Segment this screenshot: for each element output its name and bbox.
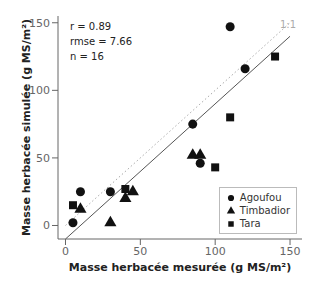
svg-text:150: 150 bbox=[280, 245, 301, 258]
svg-text:50: 50 bbox=[36, 152, 50, 165]
svg-text:Masse herbacée mesurée (g MS/m: Masse herbacée mesurée (g MS/m²) bbox=[69, 261, 291, 274]
svg-text:100: 100 bbox=[205, 245, 226, 258]
html-text:n = 16: n = 16 bbox=[70, 51, 104, 62]
html-text:r = 0.89: r = 0.89 bbox=[70, 21, 112, 32]
html-text:Agoufou: Agoufou bbox=[239, 192, 282, 203]
svg-text:0: 0 bbox=[43, 219, 50, 232]
svg-text:0: 0 bbox=[62, 245, 69, 258]
svg-text:100: 100 bbox=[29, 84, 50, 98]
html-text:Timbadior: Timbadior bbox=[239, 205, 290, 216]
svg-text:50: 50 bbox=[133, 245, 147, 258]
svg-text:150: 150 bbox=[29, 16, 50, 30]
html-text:rmse = 7.66: rmse = 7.66 bbox=[70, 36, 132, 47]
svg-text:Masse herbacée simulée (g MS/m: Masse herbacée simulée (g MS/m²) bbox=[20, 19, 33, 236]
html-text:1:1: 1:1 bbox=[279, 19, 296, 30]
html-text:Tara: Tara bbox=[239, 218, 261, 229]
